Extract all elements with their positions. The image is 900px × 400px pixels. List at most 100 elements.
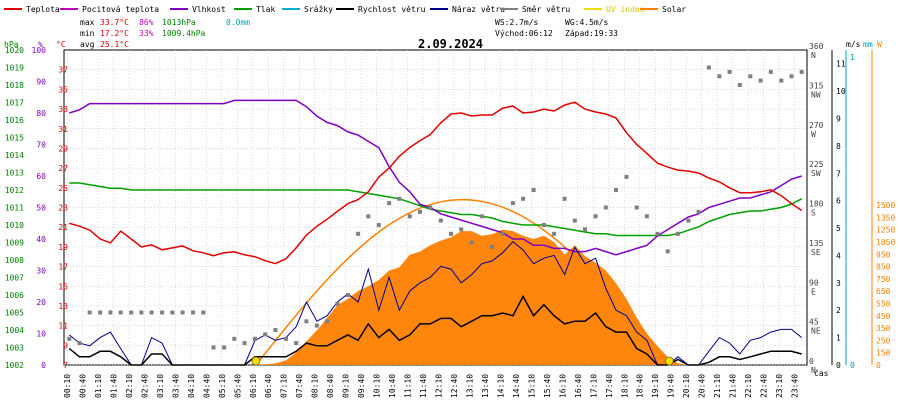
wind-dir-point: [232, 336, 237, 341]
tick-label-ms: 5: [836, 224, 841, 233]
tick-label-pct: 50: [36, 204, 46, 213]
tick-label-time: 13:40: [481, 374, 490, 398]
tick-label-pct: 80: [36, 109, 46, 118]
wind-dir-point: [706, 65, 711, 70]
stat-max-label: max: [80, 18, 95, 27]
chart-date: 2.09.2024: [418, 37, 483, 51]
wind-dir-point: [273, 328, 278, 332]
tick-label-degc: 27: [58, 164, 68, 173]
wind-dir-point: [253, 336, 257, 341]
stats-block: max 33.7°C 86% 1013hPa 0.0mm min 17.2°C …: [80, 18, 618, 49]
wind-dir-point: [366, 214, 371, 219]
tick-label-pct: 0: [41, 361, 46, 370]
series-layer: [67, 65, 804, 366]
tick-label-time: 16:10: [558, 374, 567, 398]
tick-label-dir-compass: E: [811, 287, 816, 296]
legend: Teplota Pocitová teplota Vlhkost Tlak Srážky…: [4, 5, 686, 14]
tick-label-hpa: 1006: [5, 291, 24, 300]
stat-sunset: Západ:19:33: [565, 29, 618, 38]
wind-dir-point: [242, 341, 247, 346]
tick-label-time: 03:10: [156, 374, 165, 398]
tick-label-w: 1500: [876, 201, 895, 210]
tick-label-pct: 40: [36, 235, 46, 244]
tick-label-pct: 10: [36, 330, 46, 339]
tick-label-degc: 15: [58, 282, 68, 291]
tick-label-hpa: 1020: [5, 46, 24, 55]
axis-unit-pct: %: [38, 40, 43, 49]
wind-dir-point: [139, 310, 144, 315]
wind-dir-point: [180, 310, 185, 315]
tick-label-mm: 1: [850, 53, 855, 62]
tick-label-hpa: 1015: [5, 134, 24, 143]
tick-label-time: 02:40: [140, 374, 149, 398]
tick-label-ms: 4: [836, 251, 841, 260]
tick-label-degc: 29: [58, 144, 68, 153]
tick-label-ms: 1: [836, 334, 841, 343]
tick-label-ms: 10: [836, 87, 846, 96]
wind-dir-point: [428, 205, 433, 210]
tick-label-hpa: 1019: [5, 64, 24, 73]
wind-dir-point: [779, 78, 784, 83]
tick-label-dir-deg: 45: [809, 318, 819, 327]
stat-avg-label: avg: [80, 40, 95, 49]
tick-label-w: 0: [876, 361, 881, 370]
tick-label-hpa: 1017: [5, 99, 24, 108]
tick-label-degc: 25: [58, 184, 68, 193]
axis-unit-w: W: [877, 40, 882, 49]
tick-label-pct: 70: [36, 141, 46, 150]
wind-dir-point: [77, 341, 82, 346]
tick-label-dir-deg: 0: [809, 357, 814, 366]
tick-label-dir-deg: 225: [809, 160, 824, 169]
tick-label-degc: 19: [58, 243, 68, 252]
wind-dir-point: [593, 214, 598, 219]
wind-dir-point: [170, 310, 175, 315]
tick-label-hpa: 1002: [5, 361, 24, 370]
tick-label-ms: 2: [836, 306, 841, 315]
wind-dir-point: [500, 231, 505, 236]
tick-label-time: 06:10: [249, 374, 258, 398]
tick-label-w: 1250: [876, 226, 895, 235]
legend-teplota-label: Teplota: [26, 5, 60, 14]
tick-label-dir-compass: N: [811, 51, 816, 60]
tick-label-degc: 31: [58, 125, 68, 134]
wind-dir-point: [686, 218, 691, 223]
stat-min-hum: 33%: [139, 29, 154, 38]
wind-dir-point: [397, 196, 402, 201]
sunset-marker: [664, 356, 674, 366]
tick-label-time: 05:10: [218, 374, 227, 398]
axis-unit-hpa: hPa: [4, 40, 19, 49]
wind-dir-point: [98, 310, 103, 315]
tick-label-dir-compass: N: [811, 366, 816, 375]
tick-label-time: 04:10: [187, 374, 196, 398]
wind-dir-point: [469, 240, 474, 245]
tick-label-time: 16:40: [574, 374, 583, 398]
wind-dir-point: [624, 174, 629, 179]
wind-dir-point: [572, 218, 577, 223]
stat-min-press: 1009.4hPa: [162, 29, 206, 38]
wind-dir-point: [449, 231, 453, 236]
series-vlhkost: [69, 99, 802, 256]
stat-avg-temp: 25.1°C: [100, 40, 129, 49]
tick-label-time: 23:40: [791, 374, 800, 398]
tick-label-ms: 0: [836, 361, 841, 370]
wind-dir-point: [294, 341, 299, 346]
tick-label-time: 09:40: [357, 374, 366, 398]
tick-label-dir-deg: 180: [809, 200, 824, 209]
tick-label-time: 18:10: [620, 374, 629, 398]
tick-label-time: 01:10: [94, 374, 103, 398]
axis-unit-time: čas: [814, 368, 829, 378]
wind-dir-point: [263, 332, 268, 337]
wind-dir-point: [696, 209, 701, 214]
wind-dir-point: [284, 336, 288, 341]
tick-label-mm: 0: [850, 361, 855, 370]
axis-unit-ms: m/s: [846, 40, 861, 49]
tick-label-pct: 60: [36, 172, 46, 181]
tick-label-time: 13:10: [465, 374, 474, 398]
wind-dir-point: [160, 310, 165, 315]
tick-label-dir-deg: 90: [809, 278, 819, 287]
wind-dir-point: [758, 78, 763, 83]
tick-label-ms: 8: [836, 142, 841, 151]
tick-label-time: 12:10: [435, 374, 444, 398]
tick-label-dir-compass: NE: [811, 327, 821, 336]
